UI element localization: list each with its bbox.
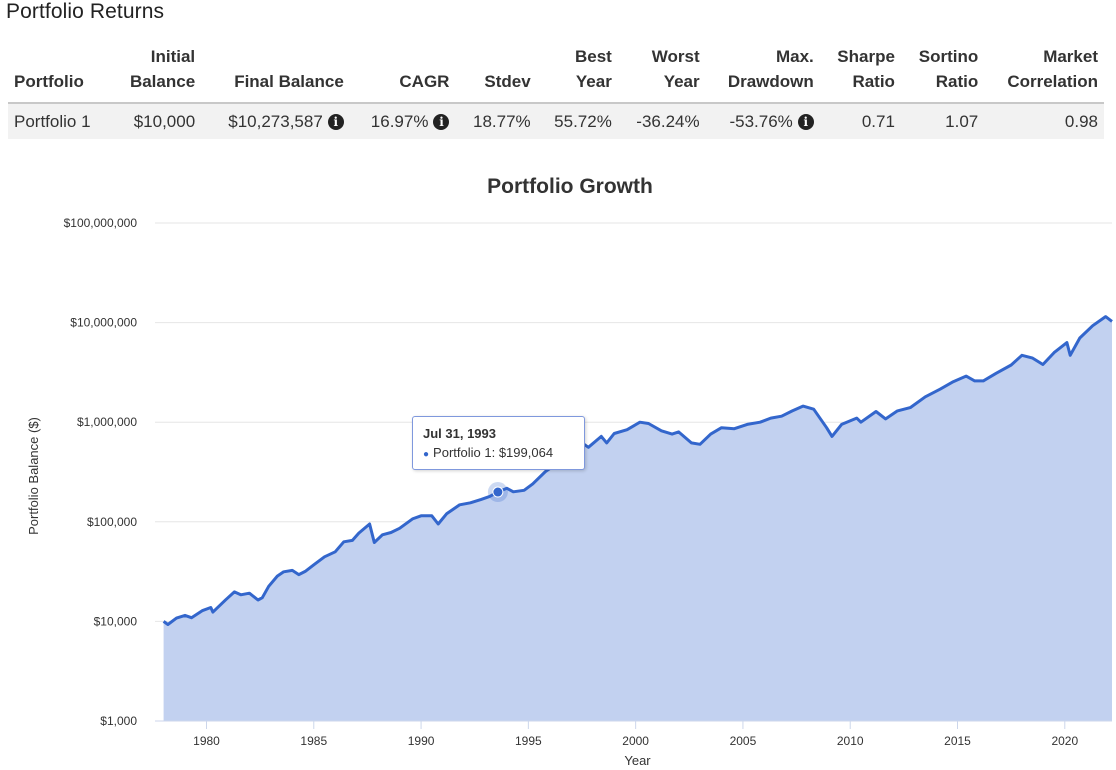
cell-sortino-ratio: 1.07	[900, 103, 985, 139]
col-header-sharpe-ratio-line1: Sharpe	[837, 47, 895, 66]
col-header-max-drawdown-line1: Max.	[775, 47, 814, 66]
final-balance-value: $10,273,587	[228, 111, 323, 131]
info-icon[interactable]: i	[797, 113, 814, 130]
y-tick-label: $100,000,000	[64, 216, 138, 230]
tooltip-series-marker: ●	[423, 449, 430, 460]
cell-best-year: 55.72%	[536, 103, 618, 139]
x-tick-label: 2010	[837, 734, 864, 748]
col-header-max-drawdown[interactable]: Max. Drawdown	[706, 40, 820, 103]
col-header-market-correlation-line2: Correlation	[1007, 72, 1098, 91]
col-header-final-balance[interactable]: Final Balance	[234, 72, 344, 91]
tooltip-date: Jul 31, 1993	[423, 426, 496, 441]
cell-sharpe-ratio: 0.71	[819, 103, 901, 139]
portfolio-returns-table: Portfolio Initial Balance Final Balance C…	[8, 40, 1104, 139]
col-header-sharpe-ratio-line2: Ratio	[852, 72, 895, 91]
cell-initial-balance: $10,000	[111, 103, 202, 139]
info-icon[interactable]: i	[327, 113, 344, 130]
col-header-sortino-ratio-line2: Ratio	[935, 72, 979, 91]
col-header-market-correlation[interactable]: Market Correlation	[984, 40, 1104, 103]
x-tick-label: 1985	[300, 734, 327, 748]
col-header-market-correlation-line1: Market	[1043, 47, 1098, 66]
cagr-value: 16.97%	[370, 111, 429, 131]
col-header-initial-balance-line2: Balance	[129, 72, 196, 91]
x-tick-label: 1980	[193, 734, 220, 748]
col-header-worst-year-line2: Year	[663, 72, 700, 91]
x-tick-label: 1990	[408, 734, 435, 748]
hover-point	[492, 486, 504, 498]
x-axis-title: Year	[624, 753, 651, 768]
x-tick-label: 1995	[515, 734, 542, 748]
col-header-worst-year[interactable]: Worst Year	[618, 40, 706, 103]
col-header-sharpe-ratio[interactable]: Sharpe Ratio	[820, 40, 901, 103]
col-header-sortino-ratio[interactable]: Sortino Ratio	[901, 40, 984, 103]
y-axis-title: Portfolio Balance ($)	[26, 417, 41, 535]
col-header-portfolio[interactable]: Portfolio	[14, 72, 84, 91]
cell-max-drawdown: -53.76% i	[705, 103, 820, 139]
x-tick-label: 2000	[622, 734, 649, 748]
series-area-portfolio-1	[163, 316, 1113, 721]
chart-tooltip: Jul 31, 1993 ● Portfolio 1: $199,064	[412, 416, 585, 470]
col-header-best-year-line1: Best	[574, 47, 612, 66]
tooltip-series-name: Portfolio 1	[433, 445, 492, 460]
x-tick-label: 2015	[944, 734, 971, 748]
col-header-max-drawdown-line2: Drawdown	[727, 72, 814, 91]
col-header-stdev[interactable]: Stdev	[484, 72, 531, 91]
col-header-best-year-line2: Year	[575, 72, 612, 91]
max-drawdown-value: -53.76%	[729, 111, 793, 131]
cell-portfolio: Portfolio 1	[8, 103, 112, 139]
x-tick-label: 2020	[1051, 734, 1078, 748]
section-title: Portfolio Returns	[6, 0, 165, 23]
cell-worst-year: -36.24%	[617, 103, 706, 139]
col-header-sortino-ratio-line1: Sortino	[918, 47, 979, 66]
cell-final-balance: $10,273,587 i	[201, 103, 350, 139]
portfolio-growth-chart: Portfolio Growth $1,000 $10,000 $100,000 $1,…	[26, 175, 1113, 768]
y-tick-label: $1,000	[100, 714, 137, 728]
tooltip-value: $199,064	[498, 445, 554, 460]
cell-cagr: 16.97% i	[349, 103, 456, 139]
col-header-cagr[interactable]: CAGR	[399, 72, 450, 91]
col-header-best-year[interactable]: Best Year	[537, 40, 618, 103]
table-row: Portfolio 1 $10,000 $10,273,587 i 16.97% i…	[8, 103, 1104, 139]
y-tick-label: $10,000,000	[70, 316, 137, 330]
cell-market-correlation: 0.98	[984, 103, 1104, 139]
y-tick-label: $10,000	[94, 614, 138, 628]
info-icon[interactable]: i	[433, 113, 450, 130]
x-tick-label: 2005	[730, 734, 757, 748]
y-tick-label: $1,000,000	[77, 415, 137, 429]
y-tick-label: $100,000	[87, 515, 137, 529]
col-header-initial-balance-line1: Initial	[150, 47, 196, 66]
cell-stdev: 18.77%	[455, 103, 537, 139]
table-header-row: Portfolio Initial Balance Final Balance C…	[8, 40, 1104, 103]
col-header-worst-year-line1: Worst	[651, 47, 700, 66]
col-header-initial-balance[interactable]: Initial Balance	[111, 40, 201, 103]
chart-title: Portfolio Growth	[487, 175, 653, 198]
